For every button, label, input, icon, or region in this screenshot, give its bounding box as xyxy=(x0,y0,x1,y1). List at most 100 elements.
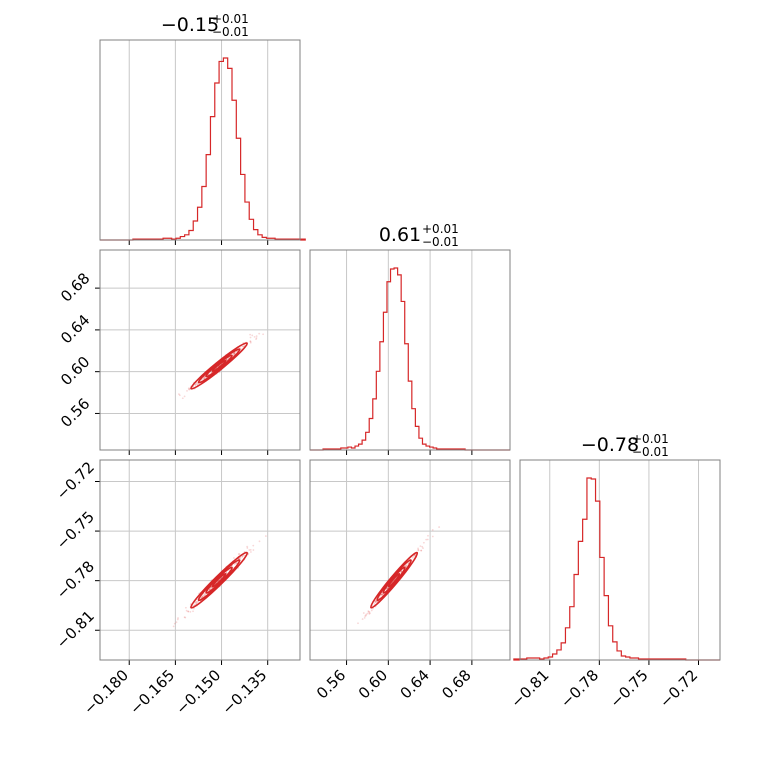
scatter-point xyxy=(422,541,425,544)
scatter-point xyxy=(202,594,205,597)
scatter-point xyxy=(373,602,376,605)
scatter-point xyxy=(235,561,238,564)
scatter-point xyxy=(202,377,205,380)
histogram-panel-frame-0 xyxy=(99,39,301,241)
scatter-point xyxy=(237,553,240,555)
scatter-point xyxy=(184,606,187,609)
scatter-point xyxy=(238,553,241,555)
scatter-point xyxy=(200,596,203,599)
scatter-point xyxy=(192,610,194,613)
scatter-point xyxy=(249,333,252,336)
scatter-point xyxy=(255,337,258,339)
param-title-1: 0.61 xyxy=(379,224,421,246)
scatter-point xyxy=(431,529,434,531)
scatter-point xyxy=(248,549,251,551)
scatter-point xyxy=(427,534,429,537)
contour-level-2 xyxy=(376,559,412,602)
param-title-lower-2: −0.01 xyxy=(632,445,669,459)
scatter-point xyxy=(249,341,252,344)
x-tick-label: 0.68 xyxy=(438,666,474,702)
scatter-point xyxy=(426,538,429,541)
scatter-point xyxy=(404,565,407,567)
scatter-point xyxy=(380,593,383,596)
scatter-point xyxy=(258,540,261,543)
histogram-0 xyxy=(100,57,306,241)
param-title-0: −0.15 xyxy=(161,14,219,36)
scatter-point xyxy=(367,610,370,613)
scatter-point xyxy=(196,383,198,385)
scatter-point xyxy=(187,387,190,390)
param-title-lower-0: −0.01 xyxy=(212,25,249,39)
scatter-point xyxy=(258,332,261,335)
scatter-point xyxy=(374,601,377,604)
contour-level-3 xyxy=(370,551,419,609)
scatter-point xyxy=(422,547,424,550)
y-tick-label: 0.64 xyxy=(57,311,93,347)
histogram-panel-frame-1 xyxy=(309,249,511,451)
scatter-point xyxy=(381,593,384,596)
scatter-point xyxy=(386,587,388,590)
scatter-point xyxy=(365,613,368,616)
contour-level-1 xyxy=(205,566,233,594)
scatter-point xyxy=(183,616,186,619)
scatter-point xyxy=(250,551,252,553)
scatter-point xyxy=(192,604,195,607)
param-title-upper-1: +0.01 xyxy=(422,222,459,236)
scatter-point xyxy=(368,612,371,615)
scatter-point xyxy=(411,556,414,559)
scatter-point xyxy=(239,347,242,350)
scatter-point xyxy=(420,549,422,552)
x-tick-label: 0.60 xyxy=(355,666,391,702)
scatter-point xyxy=(195,600,198,603)
scatter-point xyxy=(381,593,384,596)
scatter-point xyxy=(362,612,365,614)
x-tick-label: 0.56 xyxy=(313,666,349,702)
scatter-point xyxy=(374,600,377,603)
scatter-point xyxy=(194,383,197,386)
scatter-point xyxy=(181,397,184,400)
scatter-point xyxy=(242,345,245,348)
scatter-point xyxy=(252,549,255,551)
scatter-point xyxy=(249,340,252,343)
scatter-point xyxy=(420,549,423,552)
scatter-point xyxy=(188,388,191,391)
scatter-point xyxy=(194,384,197,387)
x-tick-label: −0.72 xyxy=(656,666,701,711)
scatter-point xyxy=(186,389,188,392)
scatter-point xyxy=(232,353,235,355)
scatter-point xyxy=(203,593,206,596)
scatter-point xyxy=(187,610,190,613)
contour-level-2 xyxy=(197,348,241,384)
scatter-point xyxy=(185,609,188,612)
scatter-point xyxy=(204,594,207,596)
x-tick-label: −0.135 xyxy=(219,666,271,718)
scatter-point xyxy=(194,601,197,604)
scatter-point xyxy=(192,607,195,610)
x-tick-label: 0.64 xyxy=(397,666,433,702)
scatter-point xyxy=(386,587,389,589)
scatter-point xyxy=(255,335,258,337)
contour-level-3 xyxy=(190,551,249,609)
scatter-point xyxy=(367,611,370,613)
scatter-panel-frame-2 xyxy=(309,459,511,661)
scatter-point xyxy=(368,611,371,613)
scatter-point xyxy=(176,618,179,621)
contour-level-0 xyxy=(211,359,227,373)
scatter-point xyxy=(405,563,408,566)
scatter-point xyxy=(425,538,428,541)
scatter-point xyxy=(438,526,441,528)
scatter-point xyxy=(363,617,366,619)
scatter-point xyxy=(417,548,420,551)
y-tick-label: 0.68 xyxy=(57,269,93,305)
scatter-point xyxy=(431,535,434,538)
scatter-point xyxy=(364,615,367,617)
scatter-point xyxy=(262,333,265,336)
scatter-point xyxy=(196,601,198,604)
scatter-point xyxy=(251,334,254,337)
scatter-point xyxy=(172,625,175,628)
scatter-point xyxy=(365,614,367,617)
scatter-point xyxy=(226,358,228,361)
scatter-point xyxy=(233,557,235,559)
scatter-point xyxy=(374,601,377,604)
scatter-point xyxy=(370,609,373,612)
